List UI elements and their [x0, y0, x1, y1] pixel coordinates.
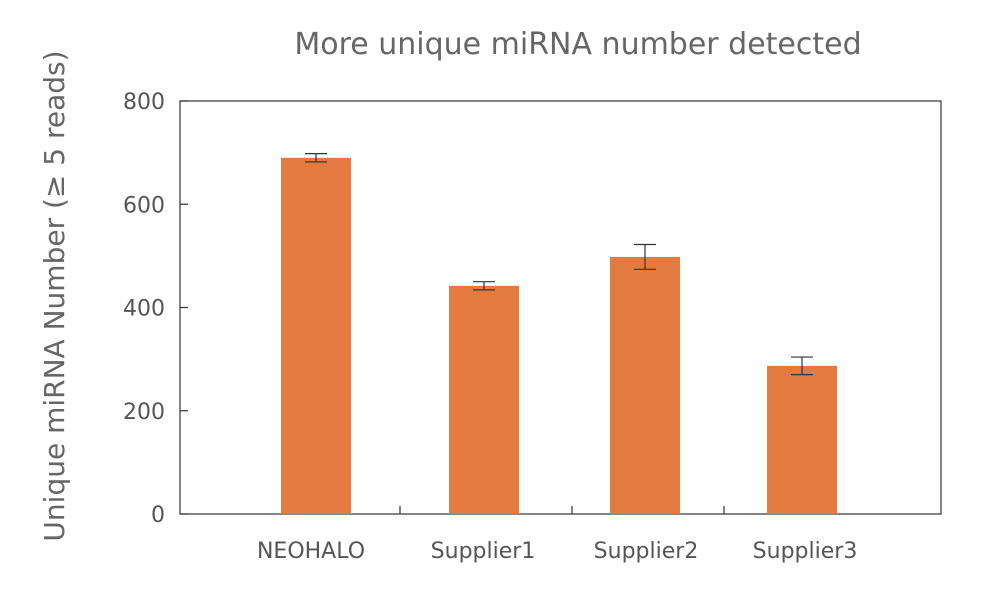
x-tick-label-neohalo: NEOHALO: [257, 539, 365, 564]
y-axis-label: Unique miRNA Number (≥ 5 reads): [38, 50, 71, 541]
y-tick-label: 600: [123, 193, 165, 218]
y-tick-label: 800: [123, 90, 165, 115]
x-tick-label-supplier2: Supplier2: [594, 539, 699, 564]
x-axis-ticks: NEOHALO Supplier1 Supplier2 Supplier3: [257, 506, 857, 564]
bar-neohalo: [281, 157, 351, 514]
y-tick-label: 0: [151, 503, 165, 528]
x-tick-label-supplier1: Supplier1: [431, 539, 536, 564]
bar-supplier1: [449, 285, 519, 514]
y-tick-label: 400: [123, 297, 165, 322]
error-bars-layer: [305, 153, 813, 376]
error-bar-supplier1: [473, 281, 495, 291]
x-tick-label-supplier3: Supplier3: [753, 539, 858, 564]
bar-supplier2: [610, 256, 680, 514]
bar-supplier3: [767, 365, 837, 514]
error-bar-supplier3: [791, 356, 813, 376]
error-bar-neohalo: [305, 153, 327, 163]
y-axis-ticks: 0 200 400 600 800: [123, 90, 188, 528]
bars-layer: [281, 157, 837, 514]
error-bar-supplier2: [634, 243, 656, 270]
y-tick-label: 200: [123, 400, 165, 425]
chart-title: More unique miRNA number detected: [294, 27, 861, 62]
